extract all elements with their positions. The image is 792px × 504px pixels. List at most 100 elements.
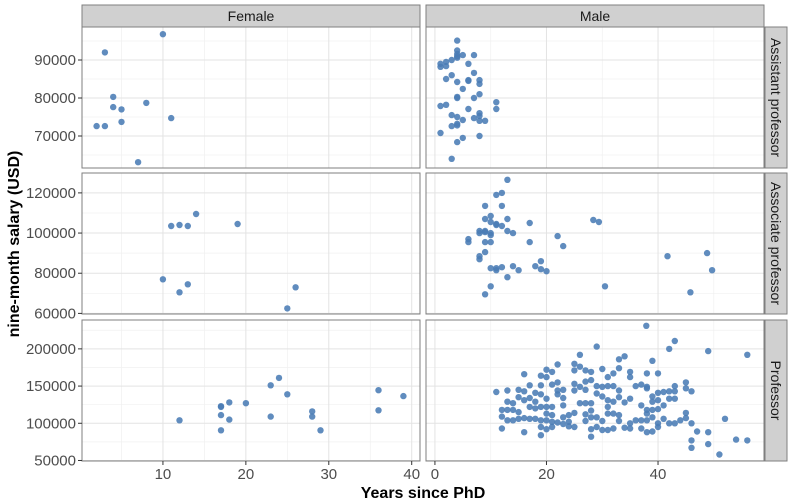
data-point (487, 212, 494, 220)
data-point (498, 202, 506, 210)
data-point (118, 118, 125, 126)
panel-male-row-1 (425, 172, 765, 315)
data-point (537, 417, 545, 424)
data-point (448, 56, 455, 64)
data-point (604, 426, 611, 434)
panels (81, 26, 765, 462)
panel-female-row-1 (81, 172, 421, 315)
data-point (493, 191, 500, 199)
data-point (721, 415, 729, 422)
data-point (537, 423, 545, 431)
data-point (604, 373, 611, 381)
data-point (548, 418, 556, 425)
data-point (487, 238, 494, 246)
data-point (292, 284, 299, 291)
data-point (543, 268, 550, 275)
data-point (571, 360, 578, 367)
data-point (275, 374, 283, 382)
data-point (688, 444, 695, 451)
data-point (526, 238, 533, 246)
data-point (481, 117, 489, 125)
data-point (543, 403, 550, 411)
data-point (532, 263, 539, 270)
data-point (576, 363, 584, 370)
data-point (493, 221, 500, 229)
data-point (615, 417, 623, 425)
data-point (554, 391, 561, 398)
data-point (93, 122, 100, 130)
data-point (582, 367, 589, 374)
data-point (643, 322, 650, 329)
data-point (134, 159, 142, 166)
data-point (481, 215, 489, 223)
y-tick-label: 80000 (34, 90, 76, 107)
data-point (716, 451, 723, 458)
data-point (437, 102, 444, 110)
data-point (615, 387, 623, 394)
strip-label: Female (228, 8, 275, 24)
data-point (688, 437, 695, 444)
data-point (744, 437, 751, 444)
data-point (487, 231, 494, 239)
data-point (654, 370, 662, 377)
data-point (643, 417, 651, 424)
data-point (548, 368, 556, 376)
data-point (599, 383, 606, 390)
data-point (560, 402, 567, 409)
data-point (176, 417, 183, 424)
data-point (705, 347, 712, 355)
y-tick-label: 100000 (26, 225, 76, 242)
data-point (470, 69, 478, 77)
data-point (554, 419, 561, 426)
y-tick-label: 50000 (34, 452, 76, 469)
data-point (660, 388, 667, 396)
y-tick-label: 120000 (26, 185, 76, 202)
data-point (526, 382, 533, 389)
data-point (543, 395, 550, 402)
data-point (604, 397, 611, 404)
data-point (587, 426, 595, 433)
data-point (465, 105, 472, 113)
data-point (638, 425, 645, 432)
data-point (476, 229, 483, 237)
panel-border (425, 319, 765, 462)
data-point (454, 122, 461, 129)
data-point (317, 427, 324, 434)
panel-background (82, 320, 420, 461)
data-point (587, 400, 595, 407)
data-point (626, 395, 634, 402)
data-point (465, 238, 472, 246)
data-point (476, 256, 483, 263)
data-point (504, 215, 511, 223)
data-point (537, 382, 545, 389)
data-point (571, 423, 578, 431)
data-point (638, 417, 645, 424)
data-point (284, 391, 291, 398)
data-point (560, 242, 567, 250)
data-point (448, 72, 455, 79)
data-point (526, 403, 533, 411)
data-point (521, 414, 528, 422)
x-tick-label: 20 (238, 466, 255, 483)
data-point (476, 80, 483, 88)
data-point (682, 409, 690, 417)
data-point (610, 370, 617, 377)
data-point (521, 429, 528, 436)
data-point (744, 351, 751, 358)
data-point (217, 427, 225, 434)
strip-label: Professor (768, 361, 784, 421)
data-point (509, 400, 517, 407)
data-point (638, 381, 645, 388)
data-point (543, 410, 550, 417)
data-point (526, 219, 533, 227)
data-point (487, 265, 494, 272)
data-point (509, 417, 517, 424)
data-point (693, 428, 701, 435)
data-point (708, 267, 716, 274)
data-point (615, 411, 623, 419)
data-point (649, 414, 656, 421)
data-point (537, 432, 545, 439)
data-point (168, 222, 175, 230)
data-point (732, 436, 740, 443)
